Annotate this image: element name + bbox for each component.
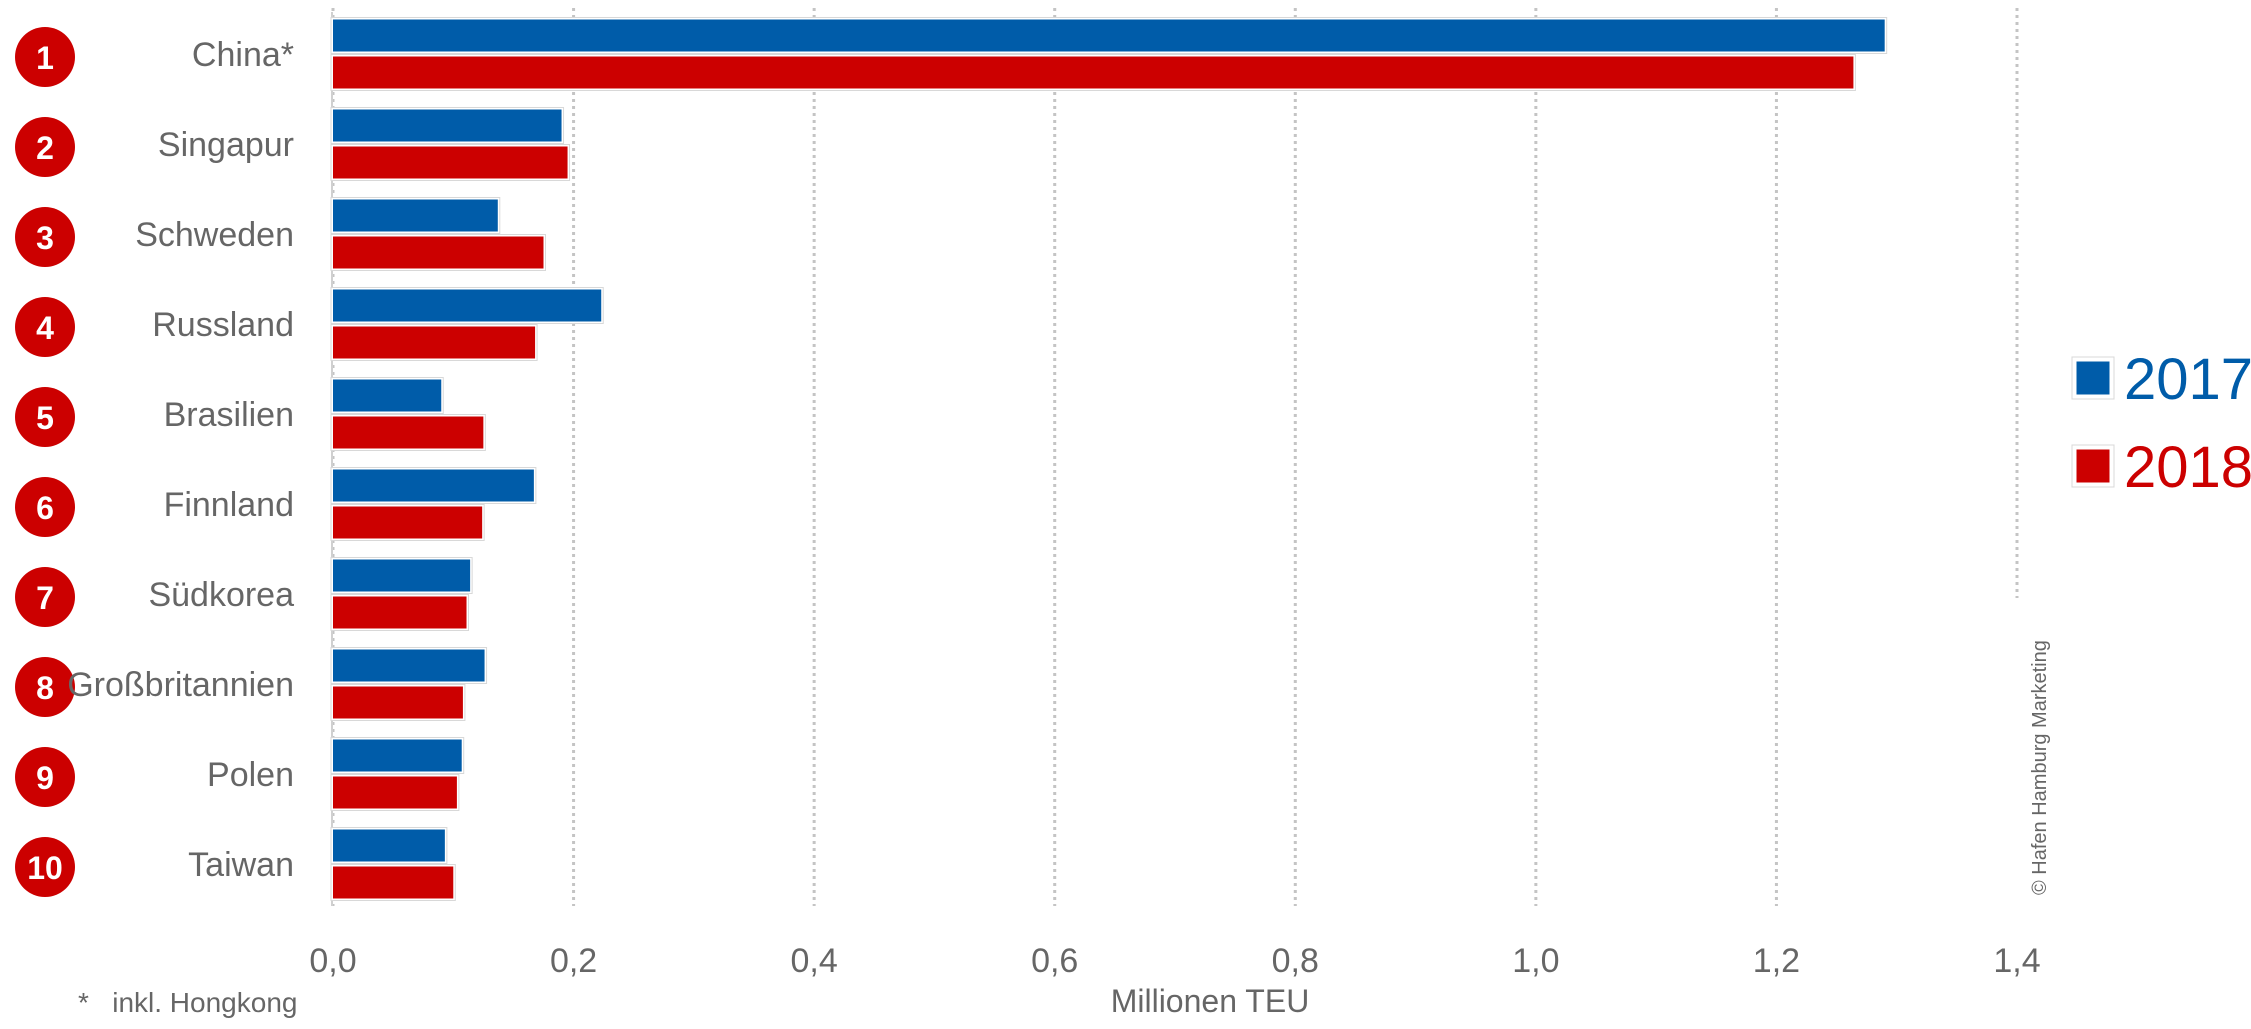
bar-2017 — [333, 829, 445, 862]
rank-badge — [15, 207, 75, 267]
rank-badge — [15, 27, 75, 87]
legend-swatch-outline — [2071, 356, 2115, 400]
bars — [330, 17, 1888, 901]
rank-number: 4 — [36, 310, 54, 346]
x-tick-label: 1,0 — [1512, 942, 1559, 980]
category-label: Brasilien — [164, 396, 294, 434]
category-label: Finnland — [164, 486, 294, 524]
rank-number: 10 — [27, 850, 63, 886]
bar-2017 — [333, 19, 1885, 52]
rank-number: 5 — [36, 400, 54, 436]
bar-2018 — [333, 506, 483, 539]
legend-swatch-2017 — [2073, 358, 2113, 398]
rank-number: 7 — [36, 580, 54, 616]
rank-badge — [15, 837, 75, 897]
bar-2018 — [333, 416, 484, 449]
bar-2017 — [333, 289, 602, 322]
rank-number: 8 — [36, 670, 54, 706]
x-tick-label: 0,8 — [1272, 942, 1319, 980]
category-label: Schweden — [135, 216, 294, 254]
legend: 2017 2018 — [2071, 347, 2251, 500]
category-label: Großbritannien — [67, 666, 294, 704]
rank-number: 2 — [36, 130, 54, 166]
category-label: China* — [192, 36, 294, 74]
bar-2017 — [333, 379, 442, 412]
legend-swatch-outline — [2071, 444, 2115, 488]
x-tick-label: 1,2 — [1753, 942, 1800, 980]
rank-badge — [15, 387, 75, 447]
rank-badge — [15, 747, 75, 807]
bar-2017 — [333, 109, 562, 142]
bar-2018 — [333, 326, 536, 359]
rank-number: 6 — [36, 490, 54, 526]
bar-2017 — [333, 559, 471, 592]
rank-number: 1 — [36, 40, 54, 76]
category-label: Taiwan — [188, 846, 294, 884]
bar-2018 — [333, 146, 568, 179]
bar-2018 — [333, 866, 454, 899]
rank-badge — [15, 567, 75, 627]
legend-label-2018: 2018 — [2124, 435, 2251, 500]
x-axis-ticks: 0,0 0,2 0,4 0,6 0,8 1,0 1,2 1,4 — [309, 942, 2040, 980]
rank-badge — [15, 297, 75, 357]
rank-badges: 1 2 3 4 5 6 7 8 9 10 — [15, 27, 75, 897]
bar-2018 — [333, 236, 544, 269]
bar-2018 — [333, 686, 463, 719]
gridlines — [331, 8, 2019, 906]
rank-number: 9 — [36, 760, 54, 796]
copyright-notice: © Hafen Hamburg Marketing — [2029, 640, 2051, 895]
x-tick-label: 0,0 — [309, 942, 356, 980]
rank-number: 3 — [36, 220, 54, 256]
x-tick-label: 0,2 — [550, 942, 597, 980]
x-tick-label: 1,4 — [1993, 942, 2040, 980]
x-axis-title: Millionen TEU — [1111, 983, 1310, 1019]
category-labels: China* Singapur Schweden Russland Brasilien F… — [67, 36, 294, 884]
bar-2017 — [333, 199, 498, 232]
footnote: * inkl. Hongkong — [78, 987, 297, 1018]
bar-2017 — [333, 649, 485, 682]
category-label: Südkorea — [148, 576, 294, 614]
rank-badge — [15, 117, 75, 177]
bar-2017 — [333, 739, 462, 772]
category-label: Polen — [207, 756, 294, 794]
rank-badge — [15, 477, 75, 537]
category-label: Singapur — [158, 126, 294, 164]
legend-label-2017: 2017 — [2124, 347, 2251, 412]
x-tick-label: 0,4 — [791, 942, 838, 980]
bar-2018 — [333, 56, 1854, 89]
legend-swatch-2018 — [2073, 446, 2113, 486]
rank-badge — [15, 657, 75, 717]
category-label: Russland — [152, 306, 294, 344]
bar-2018 — [333, 596, 467, 629]
bar-2017 — [333, 469, 534, 502]
x-tick-label: 0,6 — [1031, 942, 1078, 980]
bar-2018 — [333, 776, 457, 809]
